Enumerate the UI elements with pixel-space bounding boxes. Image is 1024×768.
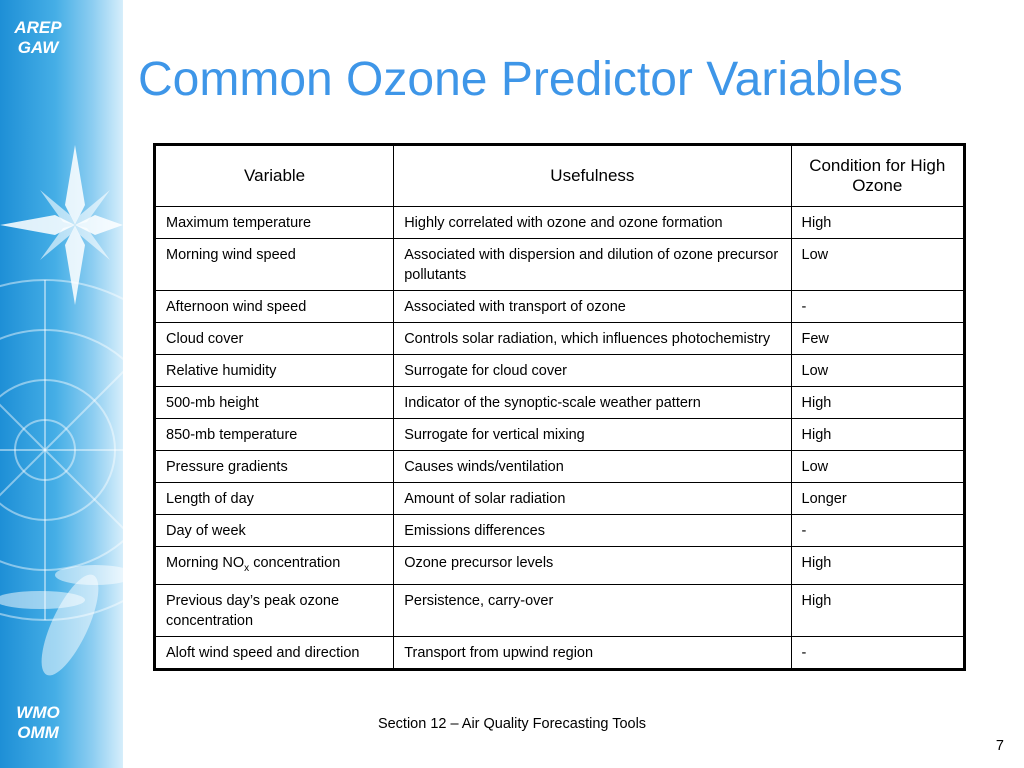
table-row: Previous day’s peak ozone concentration … bbox=[153, 583, 965, 637]
logo-line: WMO bbox=[16, 703, 60, 722]
cell-condition: - bbox=[790, 635, 965, 670]
cell-condition: High bbox=[790, 386, 965, 419]
table-row: Maximum temperature Highly correlated wi… bbox=[153, 206, 965, 239]
cell-usefulness: Surrogate for vertical mixing bbox=[393, 418, 792, 451]
cell-variable: Relative humidity bbox=[153, 354, 395, 387]
cell-variable: Day of week bbox=[153, 514, 395, 547]
cell-variable: Maximum temperature bbox=[153, 206, 395, 239]
cell-condition: Low bbox=[790, 238, 965, 291]
cell-variable: Morning wind speed bbox=[153, 238, 395, 291]
logo-line: GAW bbox=[17, 38, 59, 57]
variable-prefix: Morning NO bbox=[166, 555, 245, 571]
table-row: 850-mb temperature Surrogate for vertica… bbox=[153, 418, 965, 451]
header-usefulness: Usefulness bbox=[393, 144, 792, 207]
cell-variable: Morning NOx concentration bbox=[153, 546, 395, 585]
cell-variable: 850-mb temperature bbox=[153, 418, 395, 451]
cell-usefulness: Ozone precursor levels bbox=[393, 546, 792, 585]
cell-usefulness: Highly correlated with ozone and ozone f… bbox=[393, 206, 792, 239]
variable-suffix: concentration bbox=[249, 555, 341, 571]
cell-usefulness: Emissions differences bbox=[393, 514, 792, 547]
table-row: 500-mb height Indicator of the synoptic-… bbox=[153, 386, 965, 419]
cell-variable: Previous day’s peak ozone concentration bbox=[153, 583, 395, 637]
table-row: Morning NOx concentration Ozone precurso… bbox=[153, 546, 965, 585]
cell-condition: - bbox=[790, 514, 965, 547]
cell-usefulness: Causes winds/ventilation bbox=[393, 450, 792, 483]
cell-variable: Length of day bbox=[153, 482, 395, 515]
cell-usefulness: Associated with dispersion and dilution … bbox=[393, 238, 792, 291]
table-row: Day of week Emissions differences - bbox=[153, 514, 965, 547]
table-row: Morning wind speed Associated with dispe… bbox=[153, 238, 965, 291]
cell-condition: High bbox=[790, 206, 965, 239]
predictor-variables-table: Variable Usefulness Condition for High O… bbox=[153, 143, 966, 671]
slide-footer: Section 12 – Air Quality Forecasting Too… bbox=[0, 716, 1024, 732]
cell-usefulness: Surrogate for cloud cover bbox=[393, 354, 792, 387]
logo-line: OMM bbox=[17, 723, 59, 742]
header-variable: Variable bbox=[153, 144, 395, 207]
compass-star-icon bbox=[0, 145, 123, 676]
cell-condition: High bbox=[790, 418, 965, 451]
wmo-omm-logo: WMO OMM bbox=[0, 703, 76, 743]
table-row: Pressure gradients Causes winds/ventilat… bbox=[153, 450, 965, 483]
cell-usefulness: Associated with transport of ozone bbox=[393, 290, 792, 323]
cell-variable: Cloud cover bbox=[153, 322, 395, 355]
slide-title: Common Ozone Predictor Variables bbox=[138, 53, 903, 106]
cell-variable: Pressure gradients bbox=[153, 450, 395, 483]
variable-subscript: x bbox=[244, 562, 250, 574]
header-condition: Condition for High Ozone bbox=[790, 144, 965, 207]
cell-condition: High bbox=[790, 546, 965, 585]
cell-condition: High bbox=[790, 583, 965, 637]
cell-condition: Longer bbox=[790, 482, 965, 515]
table-row: Relative humidity Surrogate for cloud co… bbox=[153, 354, 965, 387]
table-header-row: Variable Usefulness Condition for High O… bbox=[153, 144, 965, 207]
cell-condition: Low bbox=[790, 450, 965, 483]
cell-usefulness: Persistence, carry-over bbox=[393, 583, 792, 637]
page-number: 7 bbox=[995, 738, 1004, 754]
cell-condition: Few bbox=[790, 322, 965, 355]
cell-usefulness: Indicator of the synoptic-scale weather … bbox=[393, 386, 792, 419]
cell-usefulness: Amount of solar radiation bbox=[393, 482, 792, 515]
table-row: Length of day Amount of solar radiation … bbox=[153, 482, 965, 515]
cell-usefulness: Controls solar radiation, which influenc… bbox=[393, 322, 792, 355]
cell-usefulness: Transport from upwind region bbox=[393, 635, 792, 670]
table-row: Aloft wind speed and direction Transport… bbox=[153, 635, 965, 670]
cell-variable: Afternoon wind speed bbox=[153, 290, 395, 323]
footer-text: Section 12 – Air Quality Forecasting Too… bbox=[377, 716, 647, 732]
table-row: Afternoon wind speed Associated with tra… bbox=[153, 290, 965, 323]
arep-gaw-logo: AREP GAW bbox=[0, 18, 76, 58]
table-row: Cloud cover Controls solar radiation, wh… bbox=[153, 322, 965, 355]
logo-line: AREP bbox=[14, 18, 62, 37]
sidebar-banner: AREP GAW WMO OMM bbox=[0, 0, 123, 768]
cell-condition: Low bbox=[790, 354, 965, 387]
cell-condition: - bbox=[790, 290, 965, 323]
cell-variable: 500-mb height bbox=[153, 386, 395, 419]
cell-variable: Aloft wind speed and direction bbox=[153, 635, 395, 670]
